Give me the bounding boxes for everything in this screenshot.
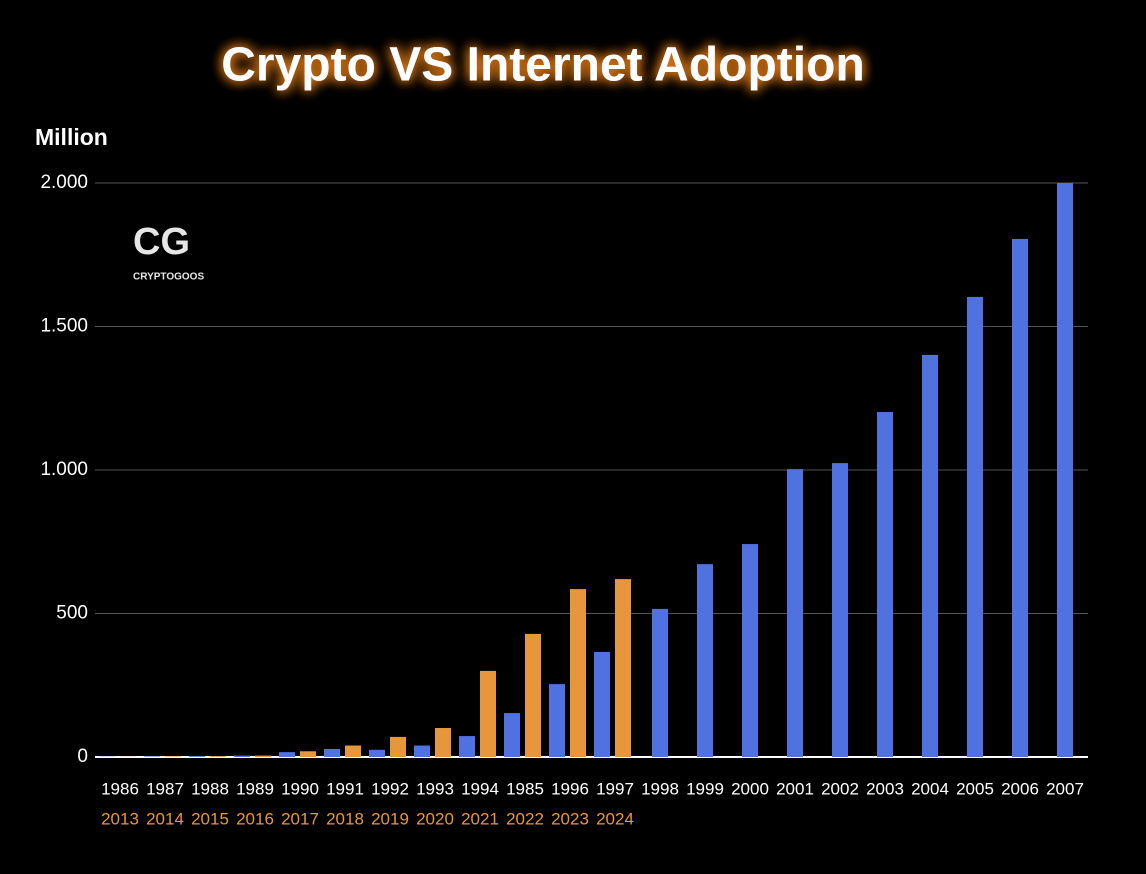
bar [345,745,361,757]
y-axis-title: Million [35,124,108,150]
x-tick-label: 1996 [551,779,589,798]
y-tick-label: 500 [56,603,88,624]
bar [525,633,541,757]
x-tick-label: 2002 [821,779,859,798]
x-tick-label-secondary: 2018 [326,809,364,828]
x-tick-label: 1997 [596,779,634,798]
x-tick-label: 1998 [641,779,679,798]
x-tick-label: 1985 [506,779,544,798]
bar [300,751,316,757]
x-tick-label: 1987 [146,779,184,798]
bar [652,608,668,757]
x-tick-label: 1986 [101,779,139,798]
x-tick-label-secondary: 2022 [506,809,544,828]
y-tick-label: 1.000 [40,459,88,480]
x-tick-label: 2007 [1046,779,1084,798]
bar [1012,238,1028,758]
x-tick-label: 1993 [416,779,454,798]
y-tick-label: 2.000 [40,172,88,193]
x-tick-label-secondary: 2013 [101,809,139,828]
x-tick-label: 2006 [1001,779,1039,798]
bar [1057,183,1073,757]
x-tick-label-secondary: 2024 [596,809,634,828]
y-tick-label: 0 [77,746,88,767]
bar [165,756,181,757]
bar [459,736,475,757]
bar [480,670,496,757]
bar [787,469,803,757]
x-tick-label: 1999 [686,779,724,798]
logo-text: CRYPTOGOOS [133,272,204,283]
x-tick-label-secondary: 2015 [191,809,229,828]
x-tick-label-secondary: 2020 [416,809,454,828]
bar [615,579,631,757]
x-tick-label: 1989 [236,779,274,798]
chart-title: Crypto VS Internet Adoption [221,39,865,92]
bar [390,736,406,757]
bar [435,728,451,757]
x-tick-label: 1988 [191,779,229,798]
bar [324,748,340,757]
bar [234,755,250,757]
bar [570,589,586,757]
bar [967,296,983,757]
bar [189,756,205,757]
bar [414,745,430,757]
x-tick-label: 1994 [461,779,499,798]
x-tick-label: 2000 [731,779,769,798]
logo-mark: CG [133,221,190,263]
bar [877,412,893,757]
x-tick-label-secondary: 2016 [236,809,274,828]
bar [144,756,160,757]
bar [504,713,520,757]
x-tick-label: 1991 [326,779,364,798]
x-tick-label: 2003 [866,779,904,798]
bar [594,651,610,757]
bar [697,564,713,757]
bar [549,684,565,757]
bar [210,756,226,757]
x-tick-label-secondary: 2021 [461,809,499,828]
bar [255,755,271,757]
x-tick-label: 2005 [956,779,994,798]
x-tick-label: 1990 [281,779,319,798]
x-tick-label: 2001 [776,779,814,798]
x-tick-label-secondary: 2014 [146,809,184,828]
bar [922,354,938,757]
bar [369,749,385,757]
bar [742,544,758,757]
x-tick-label-secondary: 2017 [281,809,319,828]
bar [279,752,295,757]
x-tick-label-secondary: 2019 [371,809,409,828]
bar [832,463,848,757]
x-tick-label-secondary: 2023 [551,809,589,828]
x-tick-label: 1992 [371,779,409,798]
y-tick-label: 1.500 [40,316,88,337]
x-tick-label: 2004 [911,779,949,798]
